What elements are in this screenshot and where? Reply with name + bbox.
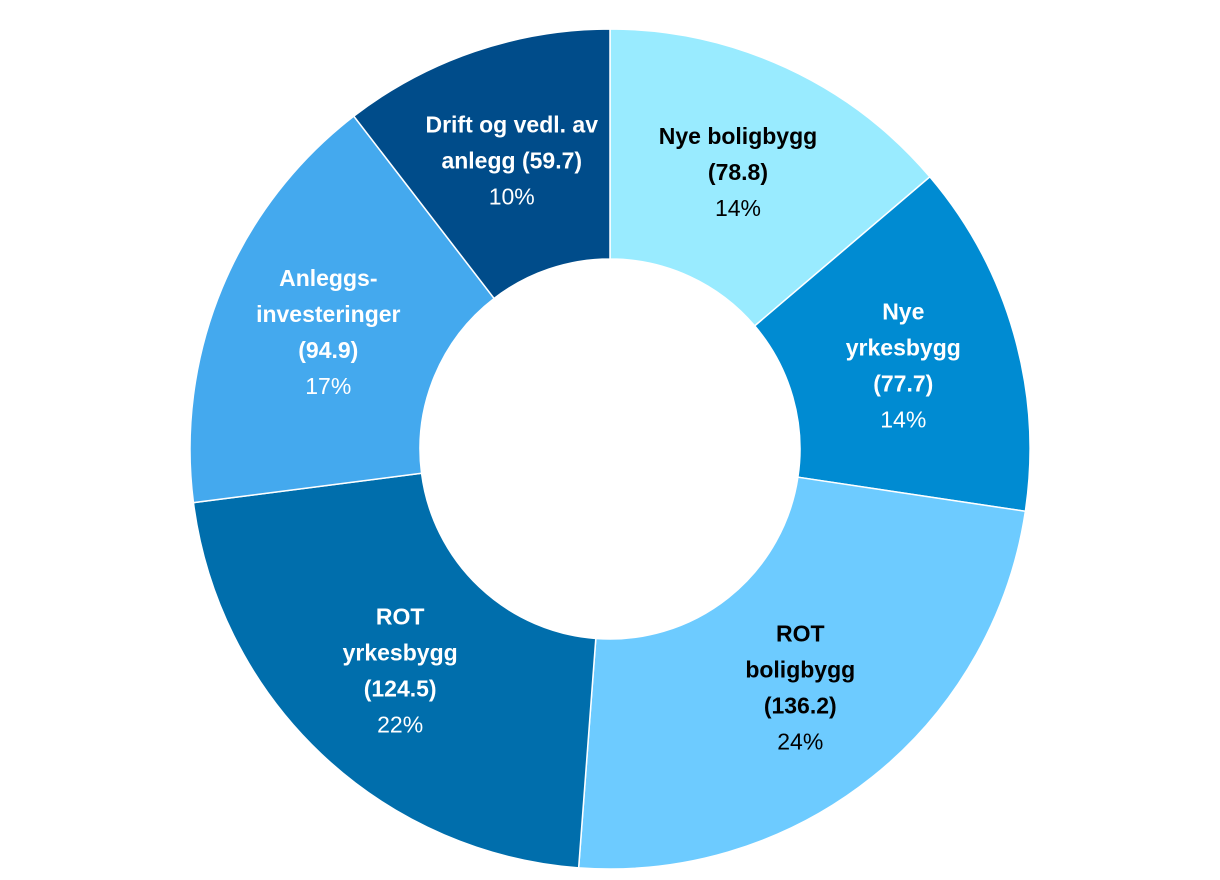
donut-slice xyxy=(192,472,597,869)
slice-label-line: anlegg (59.7) xyxy=(441,147,582,173)
donut-slices xyxy=(189,28,1031,870)
slice-label-line: ROT xyxy=(776,620,825,646)
slice-label-line: (77.7) xyxy=(873,370,933,396)
slice-label-line: ROT xyxy=(376,603,425,629)
slice-percent: 24% xyxy=(777,728,823,754)
slice-label-line: Anleggs- xyxy=(279,265,377,291)
slice-label-line: Nye boligbygg xyxy=(659,123,817,149)
slice-label: Nye boligbygg (78.8) 14% xyxy=(659,123,817,221)
slice-label: Drift og vedl. av anlegg (59.7) 10% xyxy=(425,111,598,209)
donut-slice xyxy=(352,28,611,300)
donut-slice xyxy=(577,476,1027,870)
slice-label-line: (124.5) xyxy=(364,675,437,701)
donut-labels: Nye boligbygg (78.8) 14% Nye yrkesbygg (77.7)… xyxy=(256,111,961,754)
slice-percent: 17% xyxy=(305,373,351,399)
slice-label-line: boligbygg xyxy=(745,656,855,682)
slice-label: Anleggs-investeringer (94.9) 17% xyxy=(256,265,400,399)
slice-label-line: Drift og vedl. av xyxy=(425,111,598,137)
slice-label-line: (136.2) xyxy=(764,692,837,718)
slice-label-line: (78.8) xyxy=(708,159,768,185)
slice-label-line: investeringer xyxy=(256,301,400,327)
slice-percent: 10% xyxy=(489,183,535,209)
slice-percent: 14% xyxy=(715,195,761,221)
slice-label-line: yrkesbygg xyxy=(343,639,458,665)
slice-label: ROT yrkesbygg (124.5) 22% xyxy=(343,603,458,737)
slice-percent: 14% xyxy=(880,406,926,432)
slice-label-line: Nye xyxy=(882,298,924,324)
slice-label-line: yrkesbygg xyxy=(846,334,961,360)
slice-label: ROT boligbygg (136.2) 24% xyxy=(745,620,855,754)
slice-label: Nye yrkesbygg (77.7) 14% xyxy=(846,298,961,432)
donut-slice xyxy=(189,115,496,504)
donut-slice xyxy=(753,175,1031,513)
slice-percent: 22% xyxy=(377,711,423,737)
donut-slice xyxy=(609,28,931,327)
slice-label-line: (94.9) xyxy=(298,337,358,363)
